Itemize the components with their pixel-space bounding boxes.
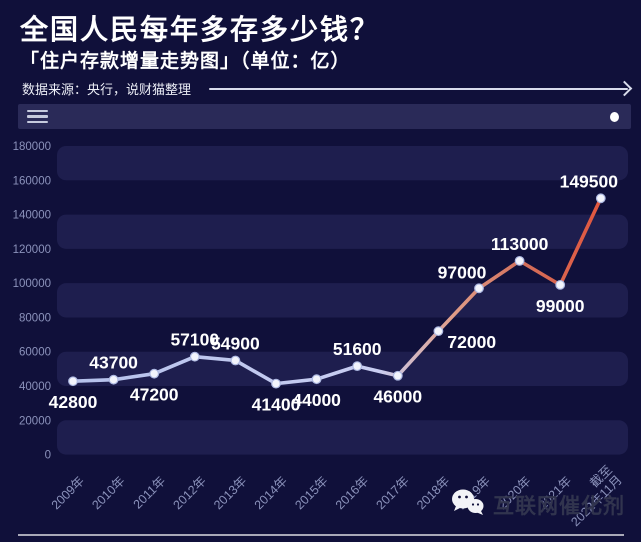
page-title: 全国人民每年多存多少钱？ [20,14,381,45]
watermark: 互联网催化剂 [450,487,625,522]
grid-band [57,146,628,181]
y-axis-tick-label: 0 [45,450,51,462]
chart-toolbar[interactable] [18,104,631,129]
slider-handle-dot-icon[interactable] [610,111,619,122]
hamburger-menu-icon[interactable] [27,109,48,124]
x-axis-tick-label: 2011年 [131,474,169,512]
data-value-label: 41400 [252,395,301,415]
data-value-label: 99000 [536,296,585,316]
y-axis-tick-label: 120000 [13,244,51,256]
x-axis-tick-label: 2010年 [89,474,127,512]
data-value-label: 47200 [130,385,179,405]
data-value-label: 149500 [560,171,619,191]
grid-band [57,214,628,249]
data-point [189,351,200,362]
data-point [68,376,78,387]
data-value-label: 44000 [292,390,341,410]
y-axis-tick-label: 140000 [13,210,51,222]
data-value-label: 72000 [447,332,496,352]
data-value-label: 113000 [491,234,549,254]
x-axis-tick-label: 2009年 [49,474,87,512]
data-point [595,193,606,204]
data-point [108,374,119,385]
x-axis-tick-label: 2013年 [211,474,249,512]
x-axis-tick-label: 2017年 [374,474,412,512]
data-source-label: 数据来源：央行，说财猫整理 [22,82,192,97]
page-subtitle: 「住户存款增量走势图」（单位：亿） [20,51,351,72]
data-value-label: 42800 [49,392,98,412]
data-point [230,355,241,366]
data-point [555,279,566,290]
data-value-label: 54900 [211,333,260,353]
x-axis-tick-label: 2018年 [414,474,452,512]
grid-band [57,283,628,318]
data-point [392,370,403,381]
y-axis-tick-label: 60000 [19,347,51,359]
data-point [271,378,281,389]
grid-band [57,351,628,387]
data-value-label: 46000 [373,387,422,407]
trend-line [71,196,603,386]
arrow-head-icon [616,80,633,97]
data-point [352,361,363,372]
data-value-label: 51600 [333,339,382,359]
data-point [514,255,525,266]
y-axis-tick-label: 80000 [19,312,51,324]
x-axis-tick-label: 2015年 [292,474,330,512]
y-axis-tick-label: 20000 [19,415,51,427]
deposit-trend-line-chart: 0 20000 40000 60000 80000 100000 120000 140000 1… [13,141,628,529]
x-axis-tick-label: 2016年 [333,474,371,512]
y-axis-tick-label: 160000 [13,175,51,187]
watermark-text: 互联网催化剂 [493,494,625,518]
y-axis-tick-label: 100000 [13,278,51,290]
source-row: 数据来源：央行，说财猫整理 [22,79,633,98]
grid-band [57,420,628,455]
data-value-label: 97000 [438,262,487,282]
data-point [433,326,444,337]
wechat-icon [450,487,486,522]
x-axis-tick-label: 2014年 [252,474,290,512]
data-point [311,374,322,385]
y-axis-tick-label: 180000 [13,141,51,153]
bottom-divider [18,534,624,536]
data-value-label: 57100 [170,330,219,350]
x-axis-tick-label: 2012年 [171,474,209,512]
data-point [474,283,484,294]
arrow-line-icon [209,87,628,90]
data-point [149,368,160,379]
data-value-label: 43700 [89,353,138,373]
y-axis-tick-label: 40000 [19,381,51,393]
